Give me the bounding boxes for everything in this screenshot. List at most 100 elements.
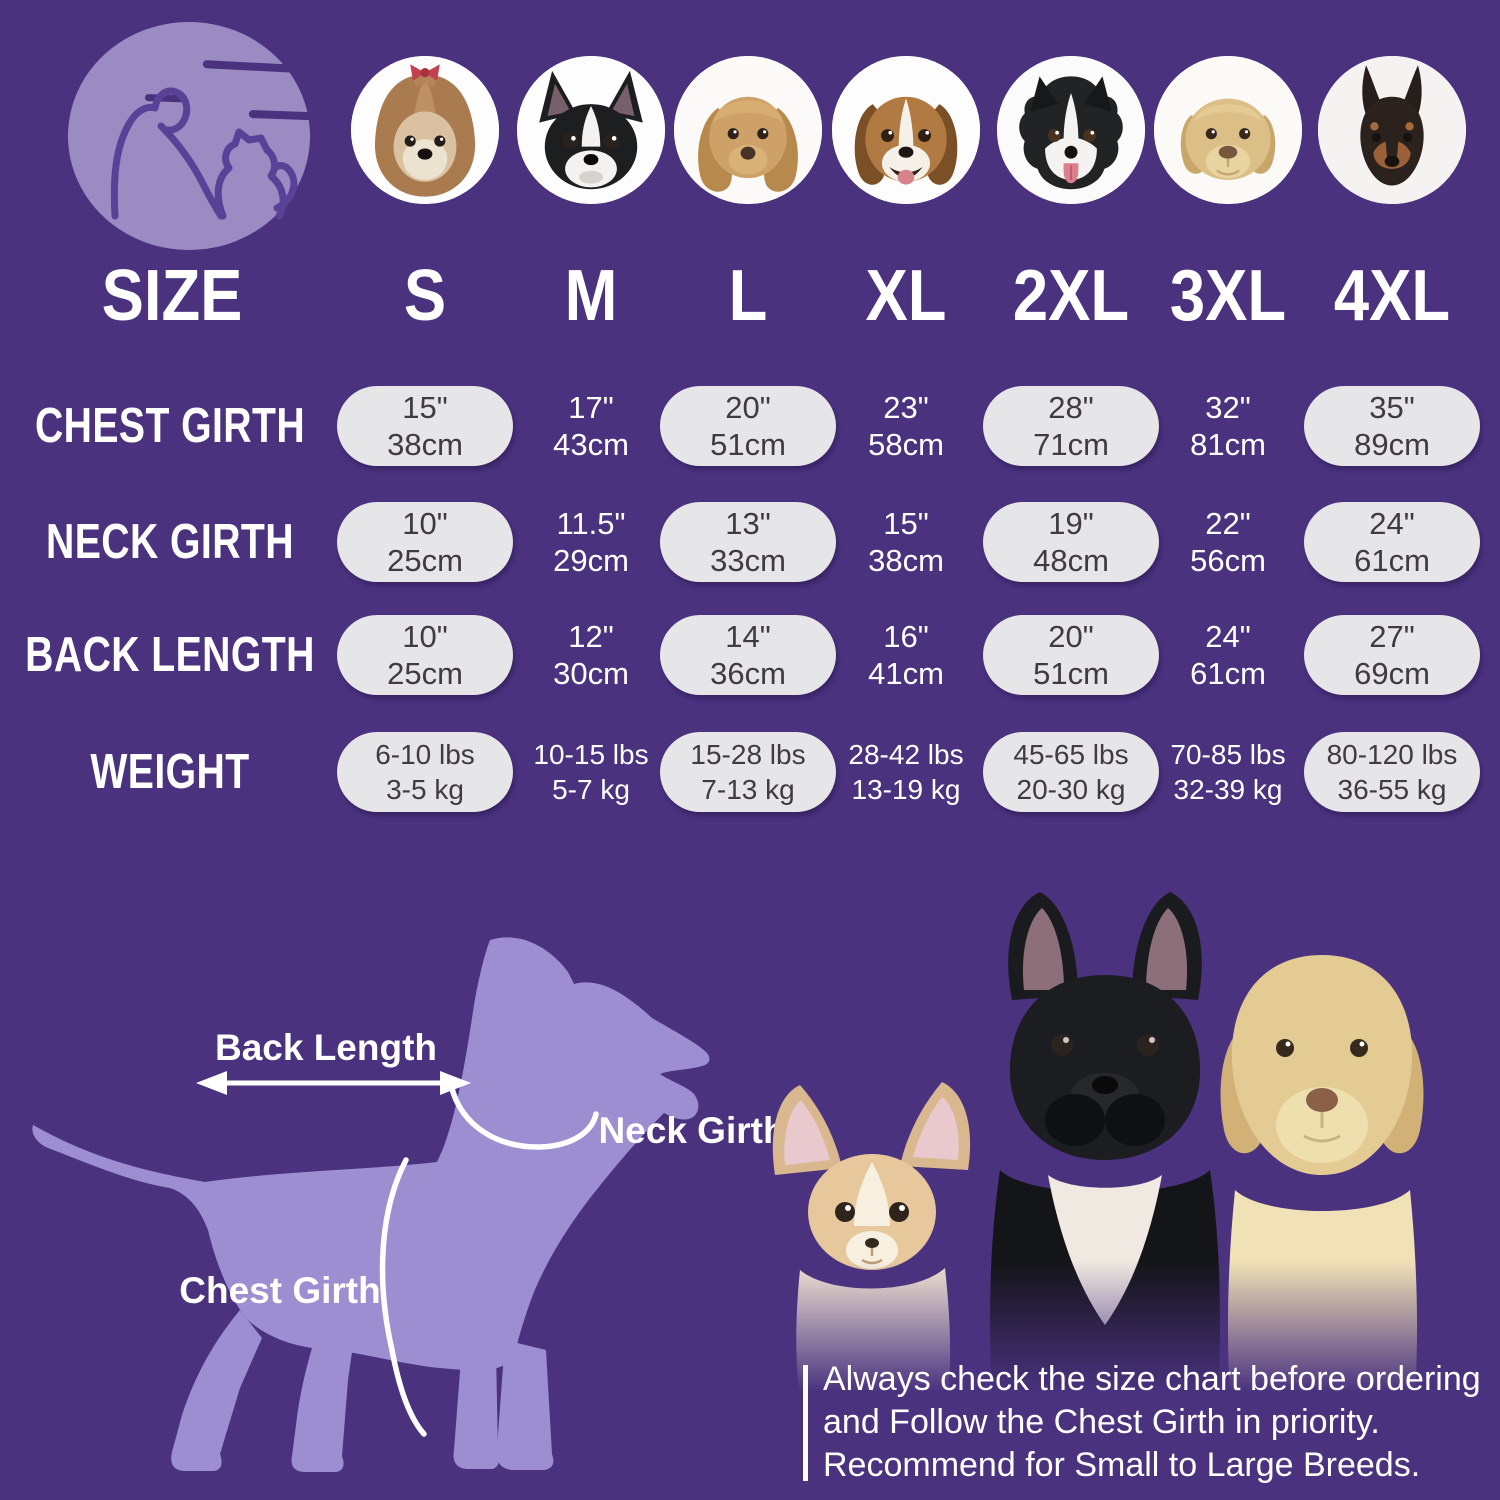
value-primary: 19" — [1048, 506, 1094, 541]
value-cell: 13" 33cm — [660, 502, 836, 582]
value-primary: 10" — [402, 506, 448, 541]
value-primary: 28" — [1048, 390, 1094, 425]
value-primary: 17" — [568, 390, 614, 425]
value-cell: 16" 41cm — [818, 615, 994, 695]
value-metric: 36cm — [710, 656, 786, 691]
dog-photo-cocker-spaniel-icon — [674, 56, 822, 204]
value-metric: 38cm — [387, 427, 463, 462]
value-primary: 12" — [568, 619, 614, 654]
dog-photo-beagle-icon — [832, 56, 980, 204]
value-cell: 70-85 lbs 32-39 kg — [1140, 732, 1316, 812]
value-metric: 38cm — [868, 543, 944, 578]
three-dogs-photo-group — [772, 892, 1424, 1398]
value-cell: 20" 51cm — [660, 386, 836, 466]
value-cell: 23" 58cm — [818, 386, 994, 466]
size-header-4xl: 4XL — [1333, 256, 1451, 336]
neck-girth-label: Neck Girth — [598, 1110, 786, 1151]
value-metric: 48cm — [1033, 543, 1109, 578]
value-cell: 17" 43cm — [503, 386, 679, 466]
value-cell: 45-65 lbs 20-30 kg — [983, 732, 1159, 812]
row-label-neck-girth: NECK GIRTH — [46, 515, 294, 569]
value-cell: 19" 48cm — [983, 502, 1159, 582]
value-metric: 5-7 kg — [552, 774, 630, 805]
value-metric: 61cm — [1190, 656, 1266, 691]
value-primary: 27" — [1369, 619, 1415, 654]
value-metric: 25cm — [387, 656, 463, 691]
value-primary: 15-28 lbs — [690, 739, 806, 770]
value-metric: 3-5 kg — [386, 774, 464, 805]
value-primary: 6-10 lbs — [375, 739, 475, 770]
size-header-l: L — [728, 256, 768, 336]
value-metric: 32-39 kg — [1173, 774, 1283, 805]
chest-girth-label: Chest Girth — [179, 1270, 381, 1311]
value-primary: 28-42 lbs — [848, 739, 964, 770]
note-accent-bar — [803, 1365, 808, 1481]
value-cell: 27" 69cm — [1304, 615, 1480, 695]
row-label-chest-girth: CHEST GIRTH — [34, 399, 306, 453]
dog-side-silhouette-diagram — [32, 937, 710, 1472]
note-line: Recommend for Small to Large Breeds. — [823, 1446, 1421, 1484]
value-primary: 20" — [1048, 619, 1094, 654]
chest-girth-arc — [379, 1157, 427, 1437]
dog-photo-boston-terrier-icon — [517, 56, 665, 204]
value-primary: 23" — [883, 390, 929, 425]
sizing-note: Always check the size chart before order… — [803, 1358, 1481, 1487]
value-cell: 15" 38cm — [337, 386, 513, 466]
french-bulldog-photo — [990, 892, 1220, 1398]
value-primary: 24" — [1369, 506, 1415, 541]
size-column-header: SIZE — [101, 256, 243, 336]
neck-girth-arc — [447, 1075, 599, 1150]
chihuahua-photo — [772, 1082, 971, 1398]
value-primary: 16" — [883, 619, 929, 654]
dog-photo-doberman-icon — [1318, 56, 1466, 204]
value-cell: 15" 38cm — [818, 502, 994, 582]
value-primary: 22" — [1205, 506, 1251, 541]
value-cell: 15-28 lbs 7-13 kg — [660, 732, 836, 812]
value-cell: 24" 61cm — [1140, 615, 1316, 695]
value-cell: 6-10 lbs 3-5 kg — [337, 732, 513, 812]
value-primary: 24" — [1205, 619, 1251, 654]
value-cell: 22" 56cm — [1140, 502, 1316, 582]
value-cell: 24" 61cm — [1304, 502, 1480, 582]
value-primary: 15" — [402, 390, 448, 425]
value-primary: 13" — [725, 506, 771, 541]
value-primary: 20" — [725, 390, 771, 425]
size-header-m: M — [564, 256, 618, 336]
value-primary: 10-15 lbs — [533, 739, 649, 770]
value-metric: 33cm — [710, 543, 786, 578]
value-metric: 7-13 kg — [701, 774, 795, 805]
value-cell: 28-42 lbs 13-19 kg — [818, 732, 994, 812]
value-metric: 81cm — [1190, 427, 1266, 462]
note-line: and Follow the Chest Girth in priority. — [823, 1403, 1380, 1441]
value-metric: 13-19 kg — [851, 774, 961, 805]
size-header-3xl: 3XL — [1169, 256, 1287, 336]
value-primary: 70-85 lbs — [1170, 739, 1286, 770]
value-cell: 20" 51cm — [983, 615, 1159, 695]
value-cell: 10" 25cm — [337, 615, 513, 695]
size-header-xl: XL — [865, 256, 947, 336]
value-cell: 32" 81cm — [1140, 386, 1316, 466]
value-primary: 80-120 lbs — [1326, 739, 1458, 770]
row-label-weight: WEIGHT — [90, 745, 250, 799]
dog-photo-labrador-icon — [1154, 56, 1302, 204]
value-primary: 35" — [1369, 390, 1415, 425]
value-cell: 11.5" 29cm — [503, 502, 679, 582]
value-cell: 28" 71cm — [983, 386, 1159, 466]
note-line: Always check the size chart before order… — [823, 1360, 1481, 1398]
value-metric: 29cm — [553, 543, 629, 578]
value-metric: 36-55 kg — [1337, 774, 1447, 805]
value-metric: 43cm — [553, 427, 629, 462]
value-metric: 51cm — [1033, 656, 1109, 691]
size-header-s: S — [403, 256, 447, 336]
labrador-photo — [1220, 955, 1424, 1398]
value-primary: 14" — [725, 619, 771, 654]
back-length-label: Back Length — [214, 1027, 438, 1068]
value-metric: 41cm — [868, 656, 944, 691]
value-metric: 25cm — [387, 543, 463, 578]
value-primary: 15" — [883, 506, 929, 541]
value-metric: 30cm — [553, 656, 629, 691]
value-cell: 35" 89cm — [1304, 386, 1480, 466]
value-primary: 10" — [402, 619, 448, 654]
value-metric: 20-30 kg — [1016, 774, 1126, 805]
